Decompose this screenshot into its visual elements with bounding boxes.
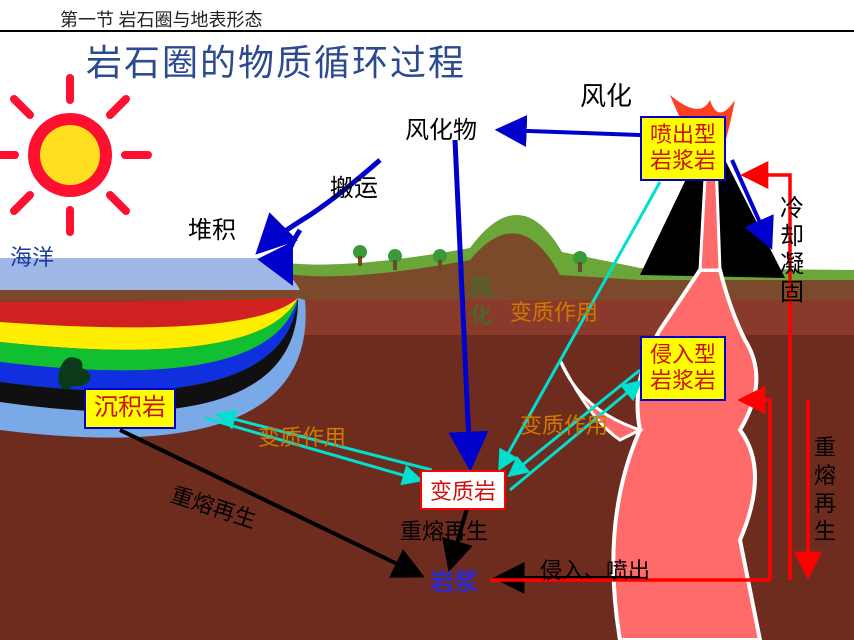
- label-remelt2: 重熔再生: [400, 514, 488, 546]
- sun-icon: [0, 78, 148, 232]
- arrow-extrusive-to-weathering: [500, 130, 640, 135]
- label-intrude: 侵入、喷出: [540, 553, 650, 585]
- box-intrusive-l1: 侵入型: [650, 342, 716, 368]
- label-cool4: 固: [780, 272, 804, 307]
- label-ocean: 海洋: [10, 240, 54, 272]
- label-weathering: 风化: [580, 76, 632, 113]
- box-intrusive-l2: 岩浆岩: [650, 368, 716, 394]
- box-intrusive: 侵入型 岩浆岩: [640, 336, 726, 401]
- label-transport: 搬运: [330, 168, 378, 203]
- diagram-frame: 第一节 岩石圈与地表形态 岩石圈的物质循环过程: [0, 0, 854, 640]
- label-deposit: 堆积: [188, 210, 236, 245]
- label-remelt-v4: 生: [814, 514, 836, 546]
- box-extrusive-l2: 岩浆岩: [650, 148, 716, 174]
- label-meta1: 变质作用: [510, 295, 598, 327]
- label-meta3: 变质作用: [520, 408, 608, 440]
- box-extrusive-l1: 喷出型: [650, 122, 716, 148]
- box-metamorphic: 变质岩: [420, 470, 506, 510]
- label-magma: 岩浆: [430, 562, 478, 597]
- label-wind-v2: 化: [470, 298, 492, 330]
- box-extrusive: 喷出型 岩浆岩: [640, 116, 726, 181]
- box-sedimentary: 沉积岩: [84, 388, 176, 429]
- label-weathering-material: 风化物: [405, 110, 477, 145]
- label-meta2: 变质作用: [258, 420, 346, 452]
